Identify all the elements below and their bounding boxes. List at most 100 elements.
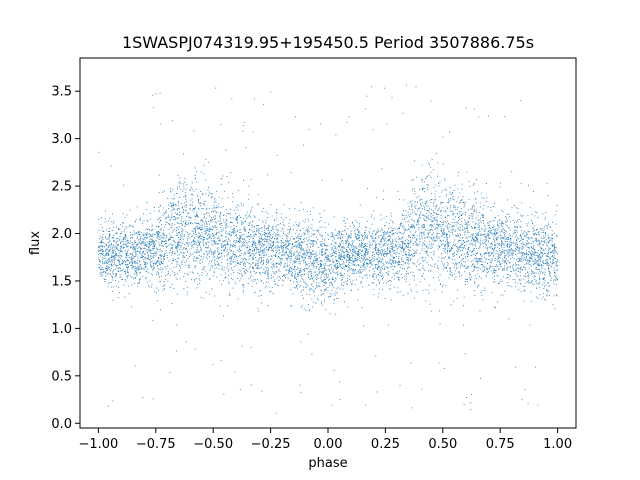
data-point (115, 273, 117, 275)
data-point (135, 232, 137, 234)
data-point (102, 251, 103, 252)
data-point (414, 237, 416, 239)
data-point (349, 235, 351, 236)
data-point (260, 241, 262, 243)
data-point (275, 217, 277, 219)
data-point (164, 224, 166, 226)
data-point (247, 250, 249, 252)
data-point (133, 277, 135, 279)
data-point (492, 228, 494, 230)
data-point (257, 228, 259, 230)
data-point (149, 256, 151, 258)
data-point (267, 240, 269, 242)
data-point (276, 266, 278, 268)
data-point (538, 245, 540, 247)
data-point (174, 272, 176, 273)
data-point (357, 271, 359, 273)
data-point (183, 185, 185, 187)
data-point (140, 272, 141, 274)
data-point (459, 255, 461, 257)
data-point (274, 238, 275, 240)
data-point (198, 251, 200, 253)
data-point (321, 304, 323, 306)
data-point (291, 252, 293, 254)
data-point (212, 240, 214, 241)
data-point (142, 234, 144, 235)
data-point (427, 162, 429, 164)
data-point (527, 259, 529, 261)
data-point (111, 247, 113, 249)
data-point (497, 257, 499, 259)
data-point (536, 260, 538, 262)
data-point (553, 258, 555, 259)
data-point (324, 299, 326, 301)
data-point (388, 234, 390, 236)
data-point (474, 235, 476, 237)
data-point (320, 276, 322, 278)
data-point (123, 247, 125, 249)
data-point (191, 241, 192, 243)
data-point (338, 232, 340, 234)
data-point (449, 234, 451, 236)
data-point (408, 245, 410, 247)
data-point (149, 252, 151, 254)
data-point (378, 248, 379, 250)
data-point (115, 274, 117, 276)
data-point (393, 252, 395, 254)
data-point (473, 239, 475, 241)
data-point (548, 249, 550, 251)
data-point (100, 272, 102, 274)
data-point (182, 229, 184, 231)
data-point (407, 228, 409, 230)
data-point (479, 211, 481, 213)
data-point (429, 269, 431, 271)
data-point (552, 304, 554, 306)
data-point (518, 238, 520, 240)
data-point (230, 244, 232, 245)
data-point (509, 285, 511, 287)
data-point (398, 263, 400, 265)
data-point (320, 294, 322, 296)
data-point (437, 227, 438, 229)
data-point (270, 204, 272, 206)
data-point (337, 266, 339, 268)
data-point (508, 274, 509, 276)
data-point (195, 188, 197, 190)
data-point (151, 235, 153, 237)
data-point (431, 221, 433, 223)
data-point (230, 234, 232, 236)
data-point (366, 258, 368, 260)
data-point (521, 269, 523, 271)
data-point (106, 229, 108, 231)
data-point (140, 277, 142, 279)
data-point (453, 300, 455, 302)
data-point (339, 288, 341, 290)
data-point (547, 253, 549, 255)
data-point (346, 255, 348, 257)
data-point (369, 270, 370, 272)
data-point (195, 231, 196, 233)
data-point (144, 248, 146, 250)
data-point (315, 258, 317, 260)
data-point (534, 257, 536, 259)
data-point (194, 348, 196, 350)
data-point (390, 254, 392, 256)
data-point (484, 235, 486, 237)
data-point (543, 263, 545, 264)
data-point (221, 178, 222, 180)
data-point (179, 267, 181, 269)
data-point (246, 261, 248, 263)
data-point (470, 261, 472, 263)
data-point (252, 131, 254, 133)
data-point (99, 261, 101, 263)
data-point (474, 237, 476, 239)
data-point (347, 280, 348, 282)
data-point (195, 216, 197, 217)
data-point (212, 235, 214, 237)
data-point (313, 281, 315, 283)
data-point (416, 242, 418, 244)
data-point (350, 262, 352, 264)
data-point (508, 239, 510, 240)
data-point (417, 261, 419, 263)
data-point (203, 236, 205, 238)
